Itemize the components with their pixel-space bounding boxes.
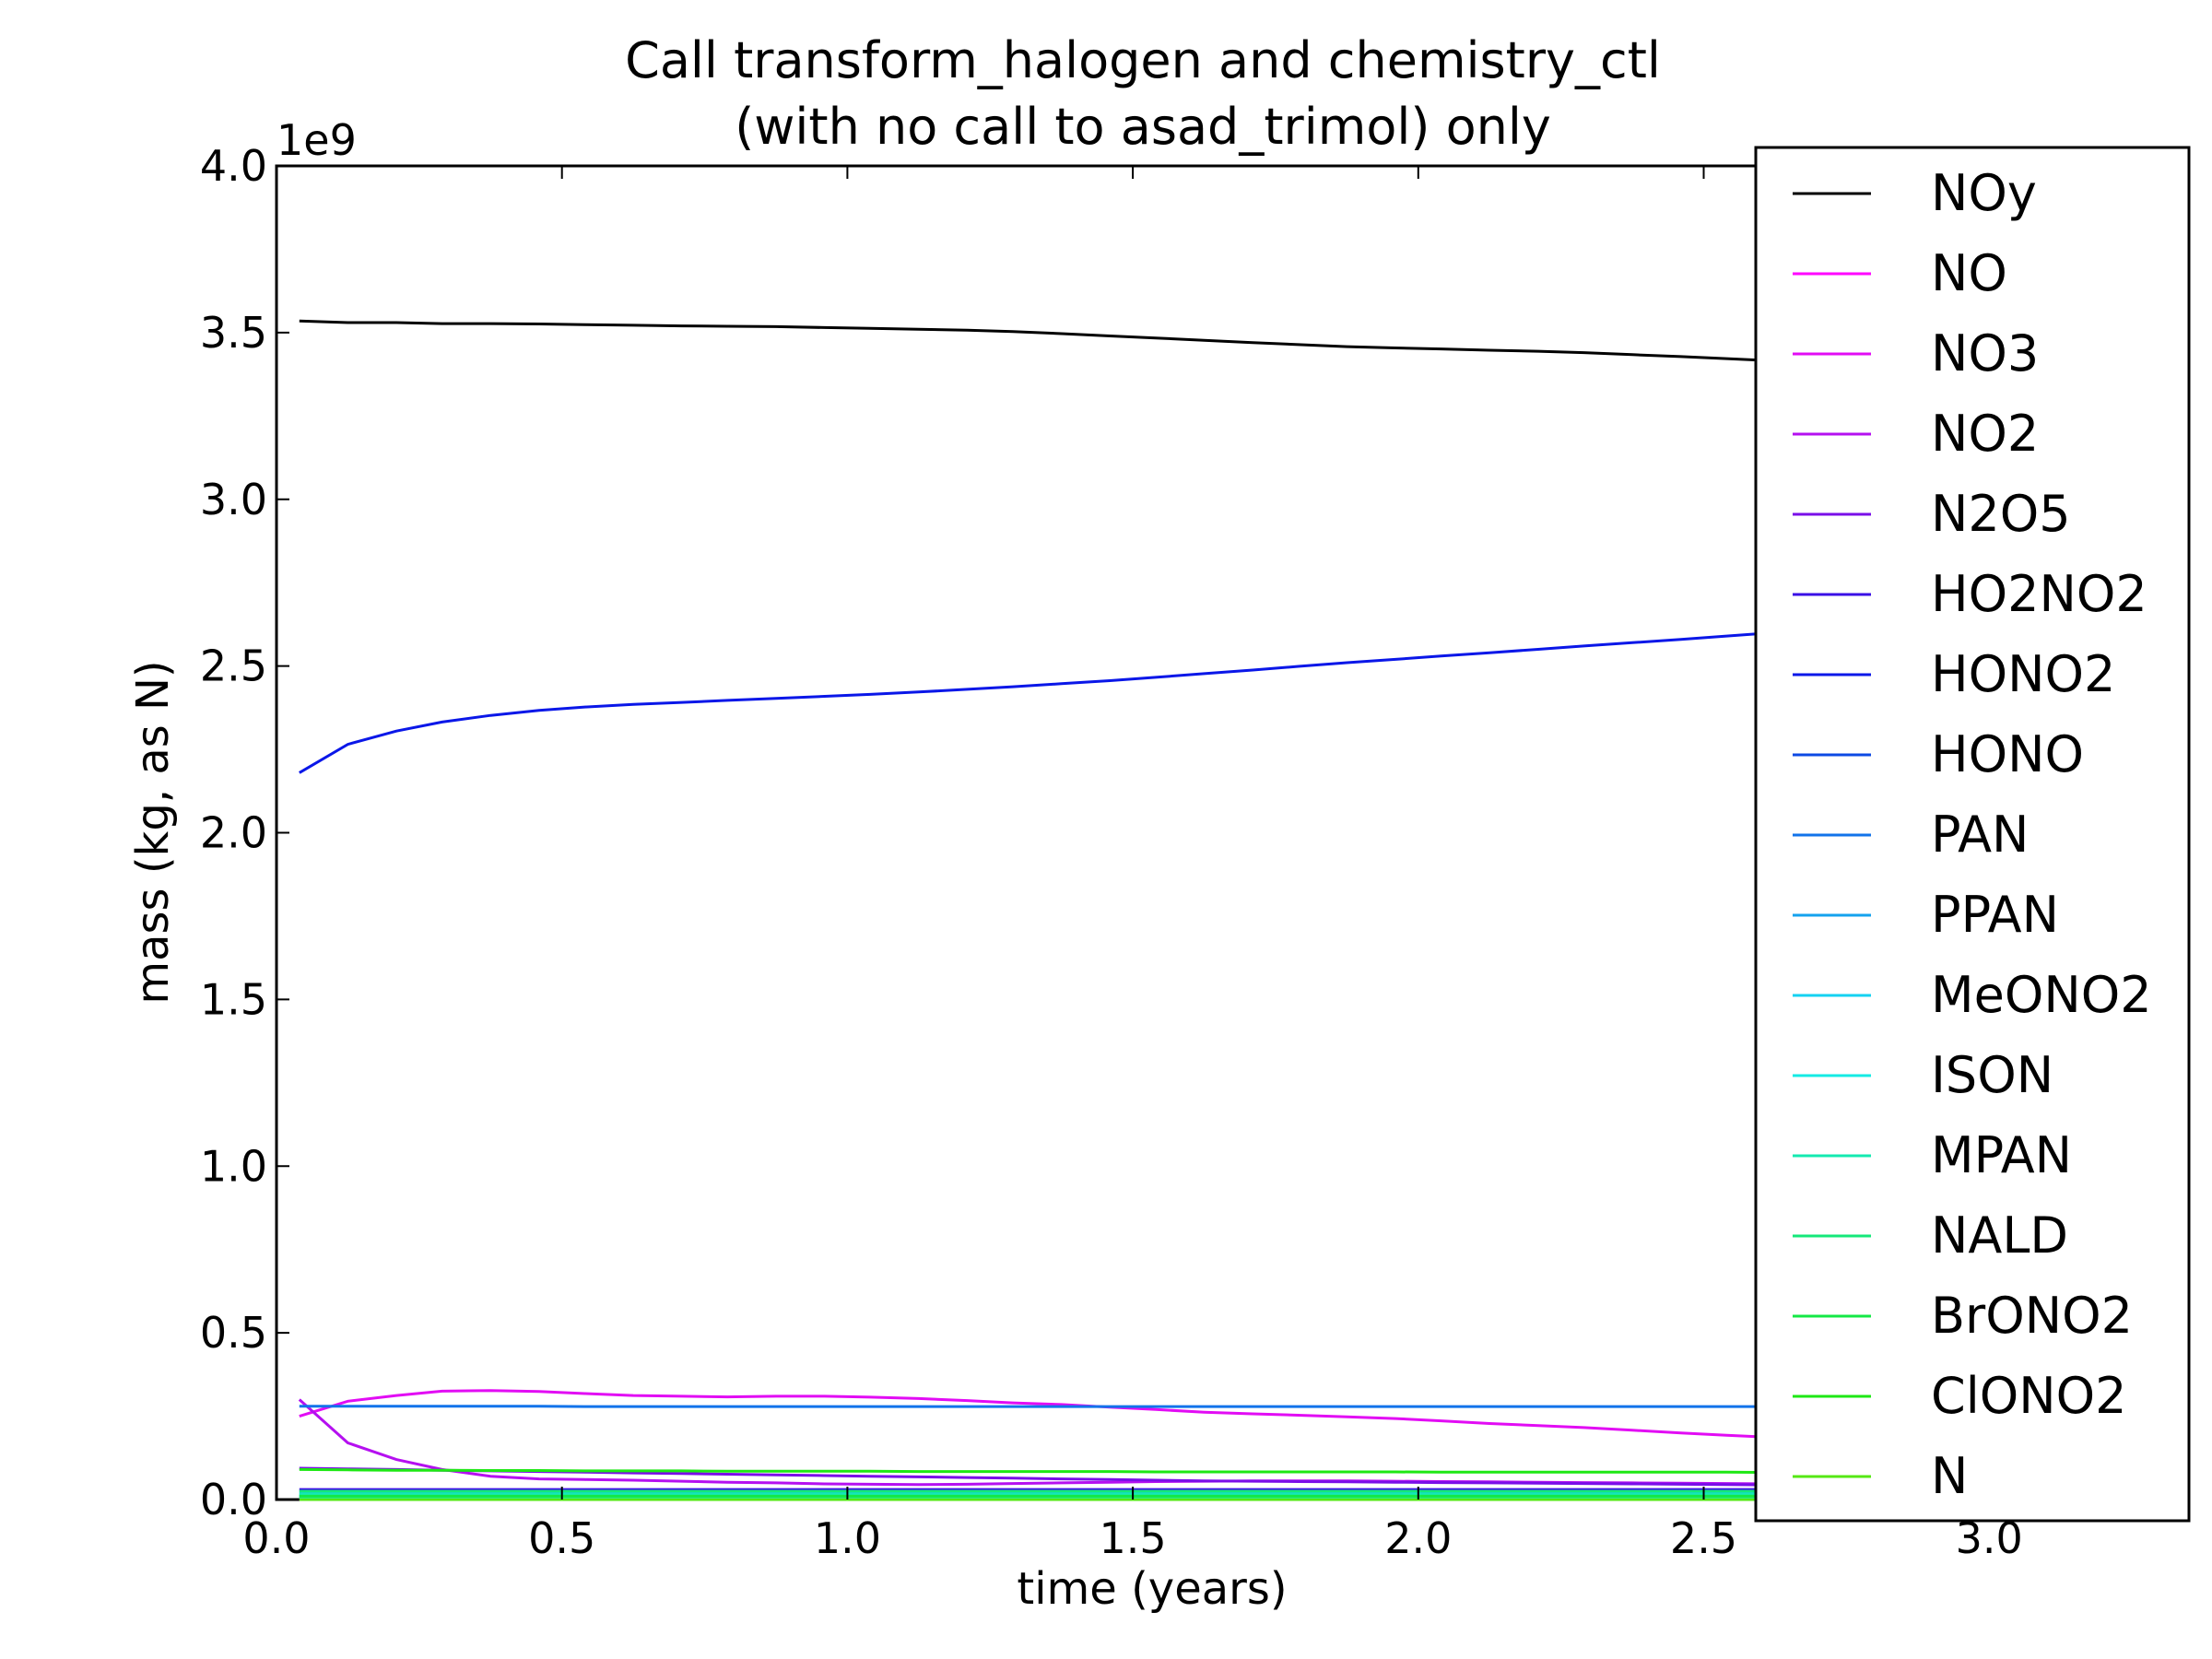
x-axis-label: time (years) [1017, 1563, 1287, 1615]
y-tick-label: 4.0 [200, 141, 267, 191]
y-tick-label: 1.0 [200, 1141, 267, 1191]
chart-title-line-2: (with no call to asad_trimol) only [735, 98, 1551, 156]
y-axis-label: mass (kg, as N) [127, 660, 179, 1004]
legend: NOy NO NO3 NO2 N2O5 HO2NO2 HONO2 HONO PAN PPAN MeO… [1754, 146, 2191, 1523]
y-tick-label: 1.5 [200, 974, 267, 1024]
legend-label: BrONO2 [1931, 1287, 2133, 1345]
legend-label: HONO [1931, 725, 2084, 783]
y-tick-label: 0.0 [200, 1475, 267, 1524]
legend-label: HONO2 [1931, 645, 2115, 703]
y-tick-label: 2.0 [200, 808, 267, 858]
legend-label: NOy [1931, 164, 2037, 222]
legend-label: MeONO2 [1931, 966, 2152, 1024]
legend-label: ClONO2 [1931, 1367, 2126, 1425]
x-tick-label: 1.0 [814, 1513, 881, 1563]
legend-label: NO3 [1931, 324, 2039, 382]
x-tick-label: 2.0 [1384, 1513, 1452, 1563]
x-tick-label: 1.5 [1100, 1513, 1167, 1563]
legend-label: MPAN [1931, 1126, 2072, 1184]
x-tick-label: 2.5 [1670, 1513, 1737, 1563]
x-tick-label: 0.0 [242, 1513, 310, 1563]
legend-label: NO [1931, 244, 2007, 302]
legend-label: ISON [1931, 1046, 2053, 1104]
legend-label: PPAN [1931, 886, 2059, 944]
x-tick-label: 0.5 [528, 1513, 595, 1563]
legend-label: HO2NO2 [1931, 565, 2147, 623]
legend-label: N2O5 [1931, 485, 2071, 543]
y-tick-label: 2.5 [200, 641, 267, 691]
chart-title-line-1: Call transform_halogen and chemistry_ctl [625, 31, 1661, 89]
y-tick-label: 3.0 [200, 475, 267, 524]
y-tick-label: 3.5 [200, 308, 267, 358]
legend-label: N [1931, 1447, 1968, 1505]
legend-items: NOy NO NO3 NO2 N2O5 HO2NO2 HONO2 HONO PAN PPAN MeO… [1793, 164, 2152, 1505]
tick-layer: 0.0 0.5 1.0 1.5 2.0 2.5 3.0 0.0 0.5 1.0 1.5 2.0 2.5 3… [200, 141, 2189, 1563]
y-tick-label: 0.5 [200, 1308, 267, 1358]
y-axis-offset-label: 1e9 [276, 115, 357, 165]
legend-label: NO2 [1931, 405, 2039, 463]
legend-label: PAN [1931, 806, 2029, 864]
legend-label: NALD [1931, 1206, 2068, 1265]
